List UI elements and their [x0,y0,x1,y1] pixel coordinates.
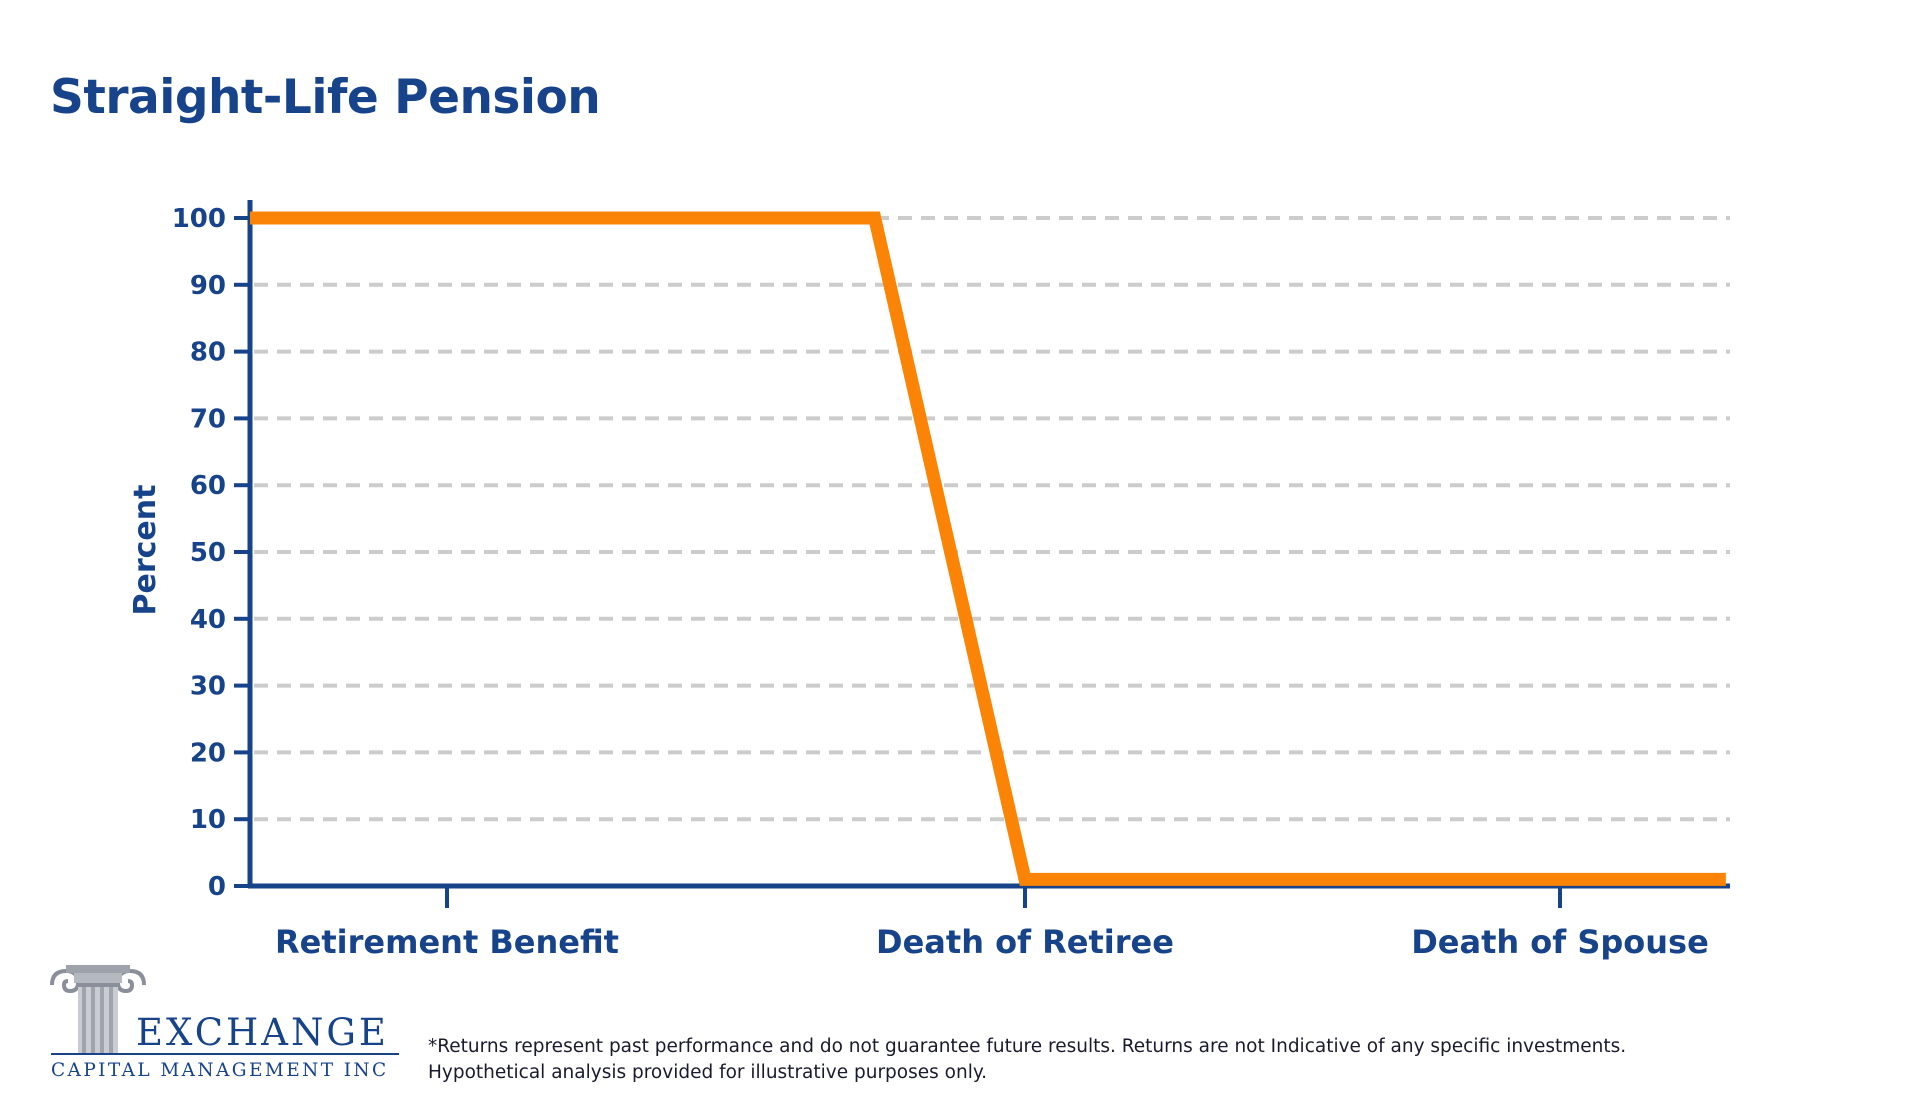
y-tick-label-70: 70 [190,404,226,434]
logo-subtitle: CAPITAL MANAGEMENT INC [51,1060,389,1081]
disclaimer-line-1: *Returns represent past performance and … [428,1036,1627,1057]
chart-title: Straight-Life Pension [50,70,601,125]
logo-name: EXCHANGE [136,1011,389,1054]
disclaimer-line-2: Hypothetical analysis provided for illus… [428,1062,988,1083]
series-line-0 [250,211,1726,886]
y-tick-label-60: 60 [190,471,226,501]
x-tick-label-1: Death of Retiree [876,923,1174,961]
company-logo: EXCHANGE CAPITAL MANAGEMENT INC [48,955,408,1085]
disclaimer: *Returns represent past performance and … [428,1034,1626,1086]
x-tick-label-2: Death of Spouse [1411,923,1709,961]
x-tick-label-0: Retirement Benefit [275,923,619,961]
column-icon [50,965,146,1055]
y-tick-label-100: 100 [172,204,226,234]
y-tick-label-30: 30 [190,672,226,702]
y-tick-label-50: 50 [190,538,226,568]
y-tick-label-80: 80 [190,338,226,368]
line-chart: 0 10 20 30 40 50 60 70 80 90 100 Percent Retirement … [128,200,1730,961]
y-tick-label-0: 0 [208,872,226,902]
logo-divider [51,1053,399,1055]
y-tick-label-40: 40 [190,605,226,635]
y-tick-label-10: 10 [190,805,226,835]
y-tick-label-90: 90 [190,271,226,301]
y-tick-label-20: 20 [190,738,226,768]
y-axis-label: Percent [128,485,163,616]
